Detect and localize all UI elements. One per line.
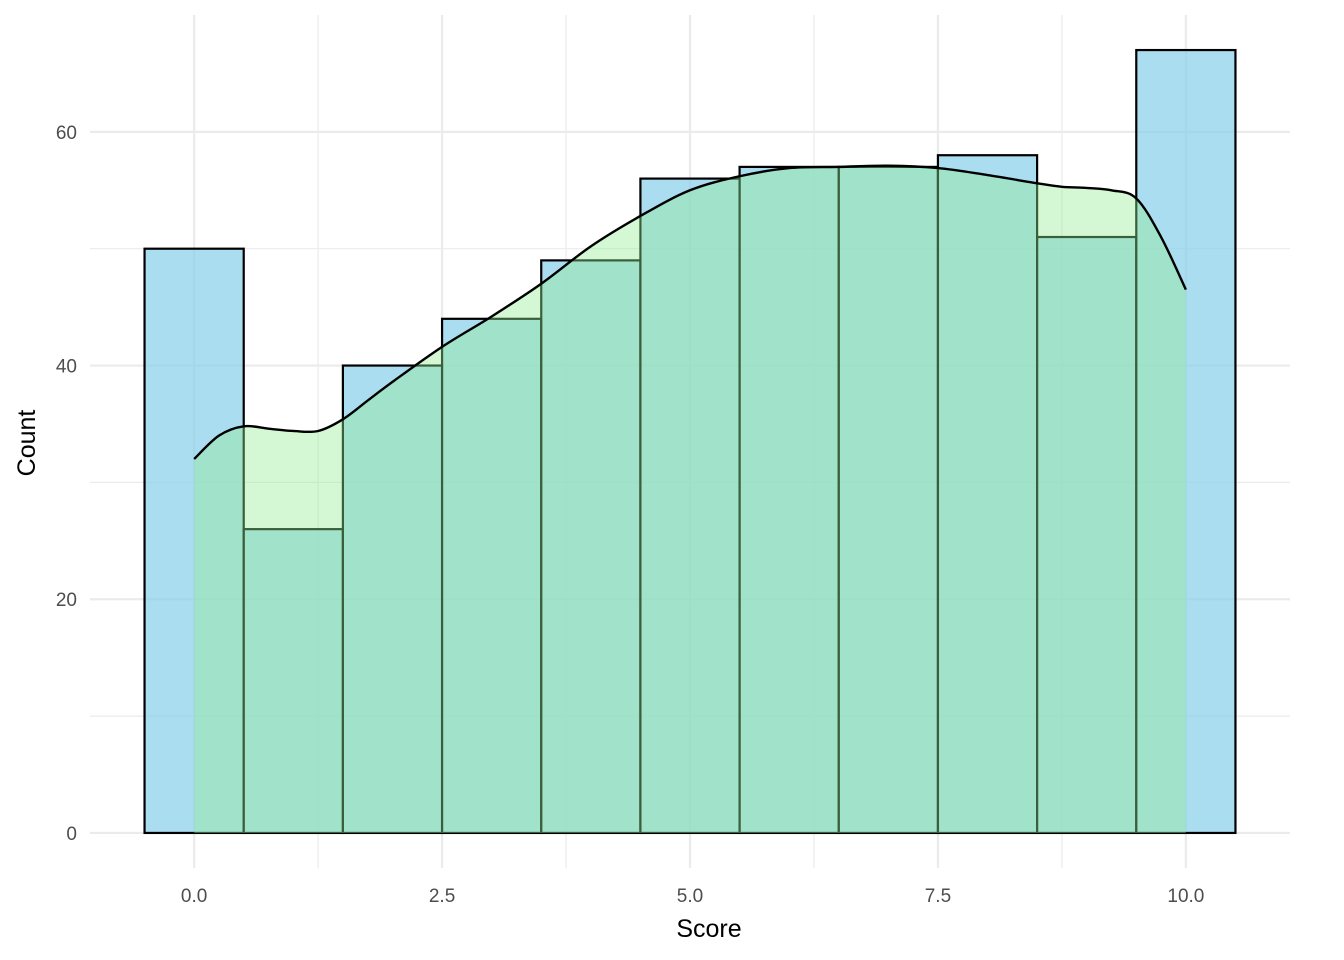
x-tick-label: 2.5: [429, 886, 455, 907]
histogram-bar: [1036, 235, 1138, 835]
density-layer: [193, 164, 1187, 833]
x-tick-label: 0.0: [181, 886, 207, 907]
x-tick-label: 5.0: [677, 886, 703, 907]
histogram-bar: [341, 364, 444, 835]
y-tick-label: 60: [56, 123, 77, 144]
histogram-bar: [143, 247, 245, 835]
x-tick-label: 10.0: [1167, 886, 1204, 907]
histogram-bar: [242, 528, 344, 835]
y-tick-label: 40: [56, 357, 77, 378]
y-tick-label: 20: [56, 590, 77, 611]
histogram-bar: [837, 165, 940, 835]
x-axis-title: Score: [676, 915, 741, 943]
x-axis-tick-labels: 0.0 2.5 5.0 7.5 10.0: [181, 886, 1204, 907]
histogram-bar: [639, 177, 741, 835]
density-line: [193, 164, 1187, 460]
histogram-bar: [936, 154, 1039, 835]
histogram-bar: [440, 317, 543, 835]
x-tick-label: 7.5: [925, 886, 951, 907]
y-axis-title: Count: [13, 410, 41, 477]
histogram-bars: [143, 48, 1237, 835]
histogram-bar: [1135, 48, 1237, 835]
y-axis-tick-labels: 0 20 40 60: [56, 123, 77, 845]
density-area: [194, 165, 1186, 833]
y-tick-label: 0: [66, 824, 77, 845]
histogram-bar: [540, 259, 642, 835]
